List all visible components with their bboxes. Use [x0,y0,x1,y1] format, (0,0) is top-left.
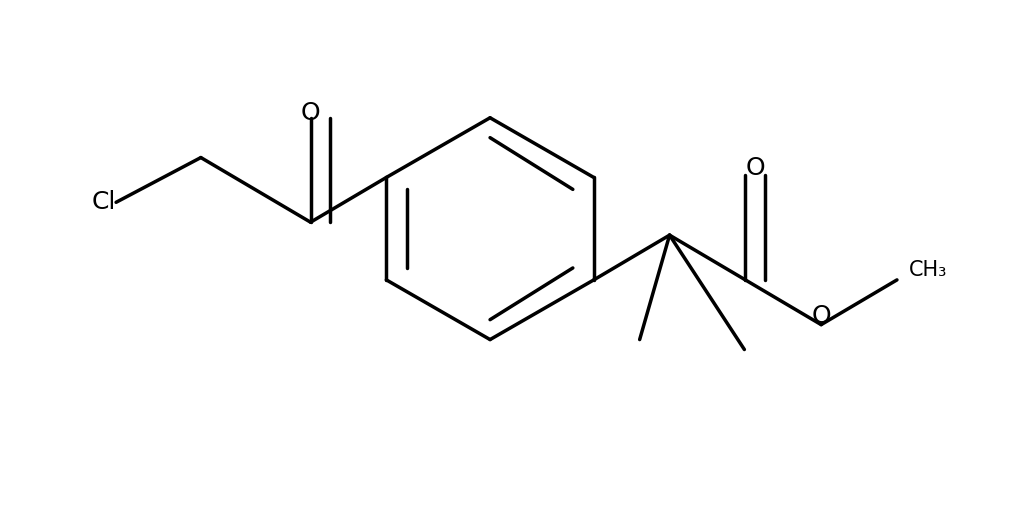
Text: O: O [746,155,765,179]
Text: O: O [301,101,320,125]
Text: Cl: Cl [91,190,116,214]
Text: CH₃: CH₃ [909,260,947,280]
Text: O: O [812,304,831,328]
